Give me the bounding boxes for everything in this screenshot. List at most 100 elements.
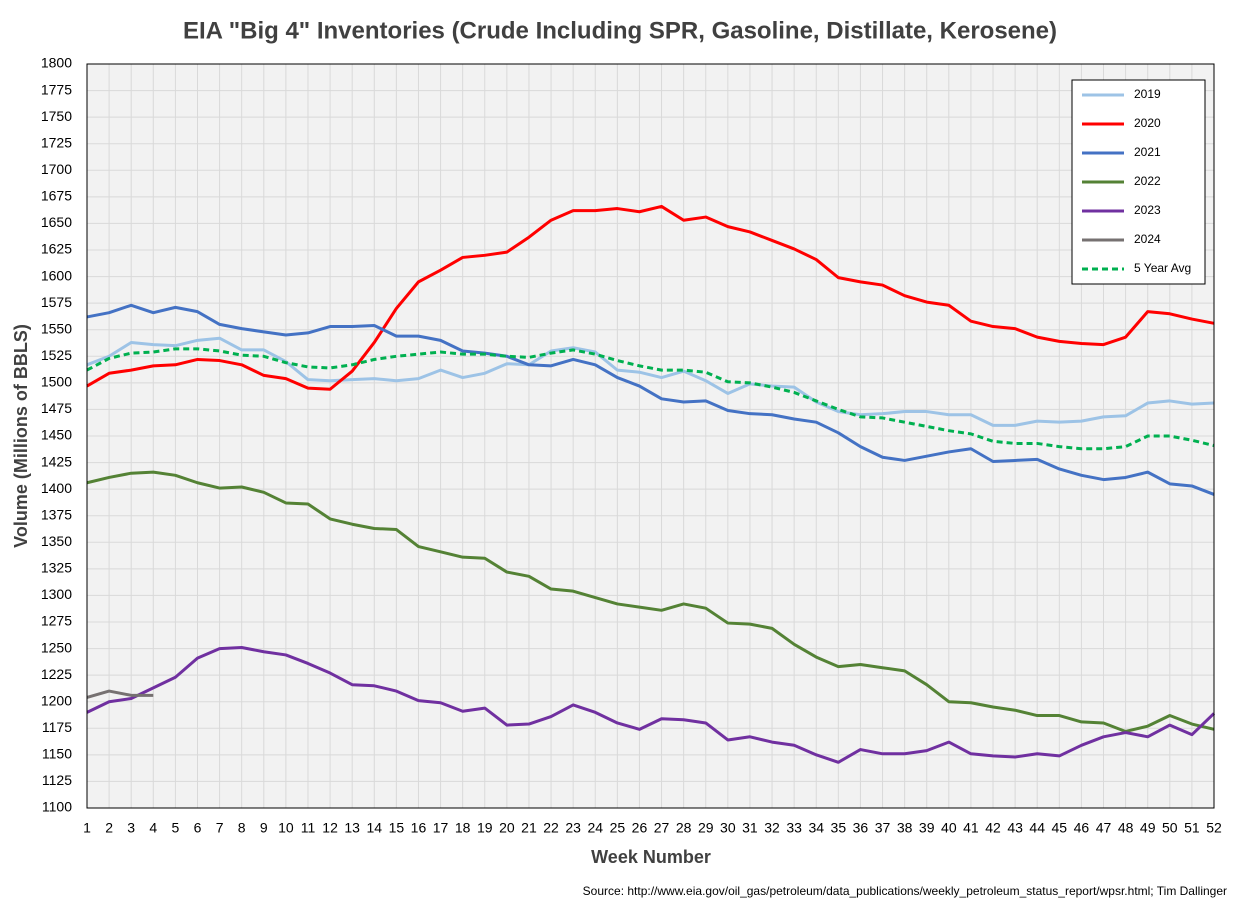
y-tick-label: 1725 [41, 134, 72, 150]
series-line [86, 470, 1215, 733]
x-tick-label: 41 [963, 820, 979, 836]
x-tick-label: 50 [1162, 820, 1178, 836]
x-tick-label: 28 [676, 820, 692, 836]
x-tick-label: 3 [127, 820, 135, 836]
series-line [86, 204, 1215, 391]
lines [86, 204, 1216, 764]
x-tick-label: 34 [808, 820, 824, 836]
x-tick-label: 25 [610, 820, 626, 836]
x-tick-label: 4 [149, 820, 157, 836]
x-tick-label: 10 [278, 820, 294, 836]
x-tick-label: 33 [786, 820, 802, 836]
y-axis-label: Volume (Millions of BBLS) [11, 324, 31, 548]
y-tick-label: 1325 [41, 560, 72, 576]
y-tick-label: 1425 [41, 453, 72, 469]
y-tick-label: 1800 [41, 55, 72, 71]
y-tick-label: 1225 [41, 666, 72, 682]
plot-border [86, 63, 1215, 809]
y-tick-label: 1475 [41, 400, 72, 416]
x-tick-label: 35 [831, 820, 847, 836]
y-tick-label: 1450 [41, 427, 72, 443]
x-tick-label: 1 [83, 820, 91, 836]
x-axis-label: Week Number [591, 847, 711, 867]
x-tick-label: 29 [698, 820, 714, 836]
x-tick-label: 5 [171, 820, 179, 836]
legend-label: 2020 [1134, 116, 1161, 130]
x-tick-label: 48 [1118, 820, 1134, 836]
x-tick-label: 32 [764, 820, 780, 836]
y-tick-label: 1600 [41, 267, 72, 283]
x-tick-label: 31 [742, 820, 758, 836]
y-tick-label: 1275 [41, 613, 72, 629]
y-tick-label: 1525 [41, 347, 72, 363]
legend-label: 2024 [1134, 232, 1161, 246]
x-tick-label: 9 [260, 820, 268, 836]
y-tick-label: 1625 [41, 241, 72, 257]
y-tick-label: 1100 [42, 799, 72, 815]
x-tick-label: 14 [366, 820, 382, 836]
y-tick-label: 1750 [41, 108, 72, 124]
x-tick-label: 36 [853, 820, 869, 836]
x-tick-label: 6 [194, 820, 202, 836]
x-tick-label: 42 [985, 820, 1001, 836]
legend-label: 2019 [1134, 87, 1161, 101]
x-tick-label: 15 [389, 820, 405, 836]
x-tick-label: 11 [301, 820, 316, 836]
x-tick-label: 52 [1206, 820, 1222, 836]
x-tick-label: 2 [105, 820, 113, 836]
y-tick-label: 1250 [41, 639, 72, 655]
y-tick-label: 1125 [42, 772, 72, 788]
chart-title: EIA "Big 4" Inventories (Crude Including… [183, 17, 1057, 44]
x-tick-label: 20 [499, 820, 515, 836]
x-tick-label: 49 [1140, 820, 1156, 836]
x-tick-label: 12 [322, 820, 338, 836]
x-tick-label: 8 [238, 820, 246, 836]
x-tick-label: 19 [477, 820, 493, 836]
x-tick-label: 38 [897, 820, 913, 836]
x-tick-label: 44 [1029, 820, 1045, 836]
x-tick-label: 51 [1184, 820, 1200, 836]
legend-label: 2023 [1134, 203, 1161, 217]
x-tick-label: 13 [344, 820, 360, 836]
series-line [86, 336, 1215, 427]
y-tick-label: 1500 [41, 374, 72, 390]
y-tick-label: 1300 [41, 586, 72, 602]
x-tick-label: 16 [411, 820, 427, 836]
series-line [86, 303, 1215, 496]
x-tick-label: 18 [455, 820, 471, 836]
y-tick-label: 1675 [41, 188, 72, 204]
y-tick-label: 1775 [41, 81, 72, 97]
x-tick-label: 43 [1007, 820, 1023, 836]
x-tick-label: 26 [632, 820, 648, 836]
y-tick-label: 1350 [41, 533, 72, 549]
y-tick-label: 1400 [41, 480, 72, 496]
series-line [86, 689, 154, 699]
x-tick-label: 22 [543, 820, 559, 836]
legend-label: 2022 [1134, 174, 1161, 188]
y-tick-label: 1150 [42, 746, 72, 762]
x-tick-label: 30 [720, 820, 736, 836]
series-line [86, 347, 1215, 451]
y-tick-label: 1200 [41, 692, 72, 708]
y-tick-label: 1550 [41, 320, 72, 336]
y-tick-label: 1700 [41, 161, 72, 177]
x-tick-label: 39 [919, 820, 935, 836]
x-tick-label: 47 [1096, 820, 1112, 836]
legend: 2019 2020 2021 2022 2023 2024 5 Year Avg [1071, 79, 1206, 285]
y-tick-label: 1175 [42, 719, 72, 735]
x-tick-label: 7 [216, 820, 224, 836]
x-tick-label: 45 [1052, 820, 1068, 836]
y-tick-label: 1650 [41, 214, 72, 230]
source-note: Source: http://www.eia.gov/oil_gas/petro… [583, 884, 1227, 898]
x-tick-label: 23 [565, 820, 581, 836]
y-tick-label: 1575 [41, 294, 72, 310]
x-tick-label: 17 [433, 820, 449, 836]
x-tick-label: 27 [654, 820, 670, 836]
x-tick-label: 24 [587, 820, 603, 836]
x-tick-label: 40 [941, 820, 957, 836]
legend-label: 2021 [1134, 145, 1161, 159]
legend-label: 5 Year Avg [1134, 261, 1191, 275]
x-tick-label: 21 [521, 820, 537, 836]
x-tick-label: 46 [1074, 820, 1090, 836]
